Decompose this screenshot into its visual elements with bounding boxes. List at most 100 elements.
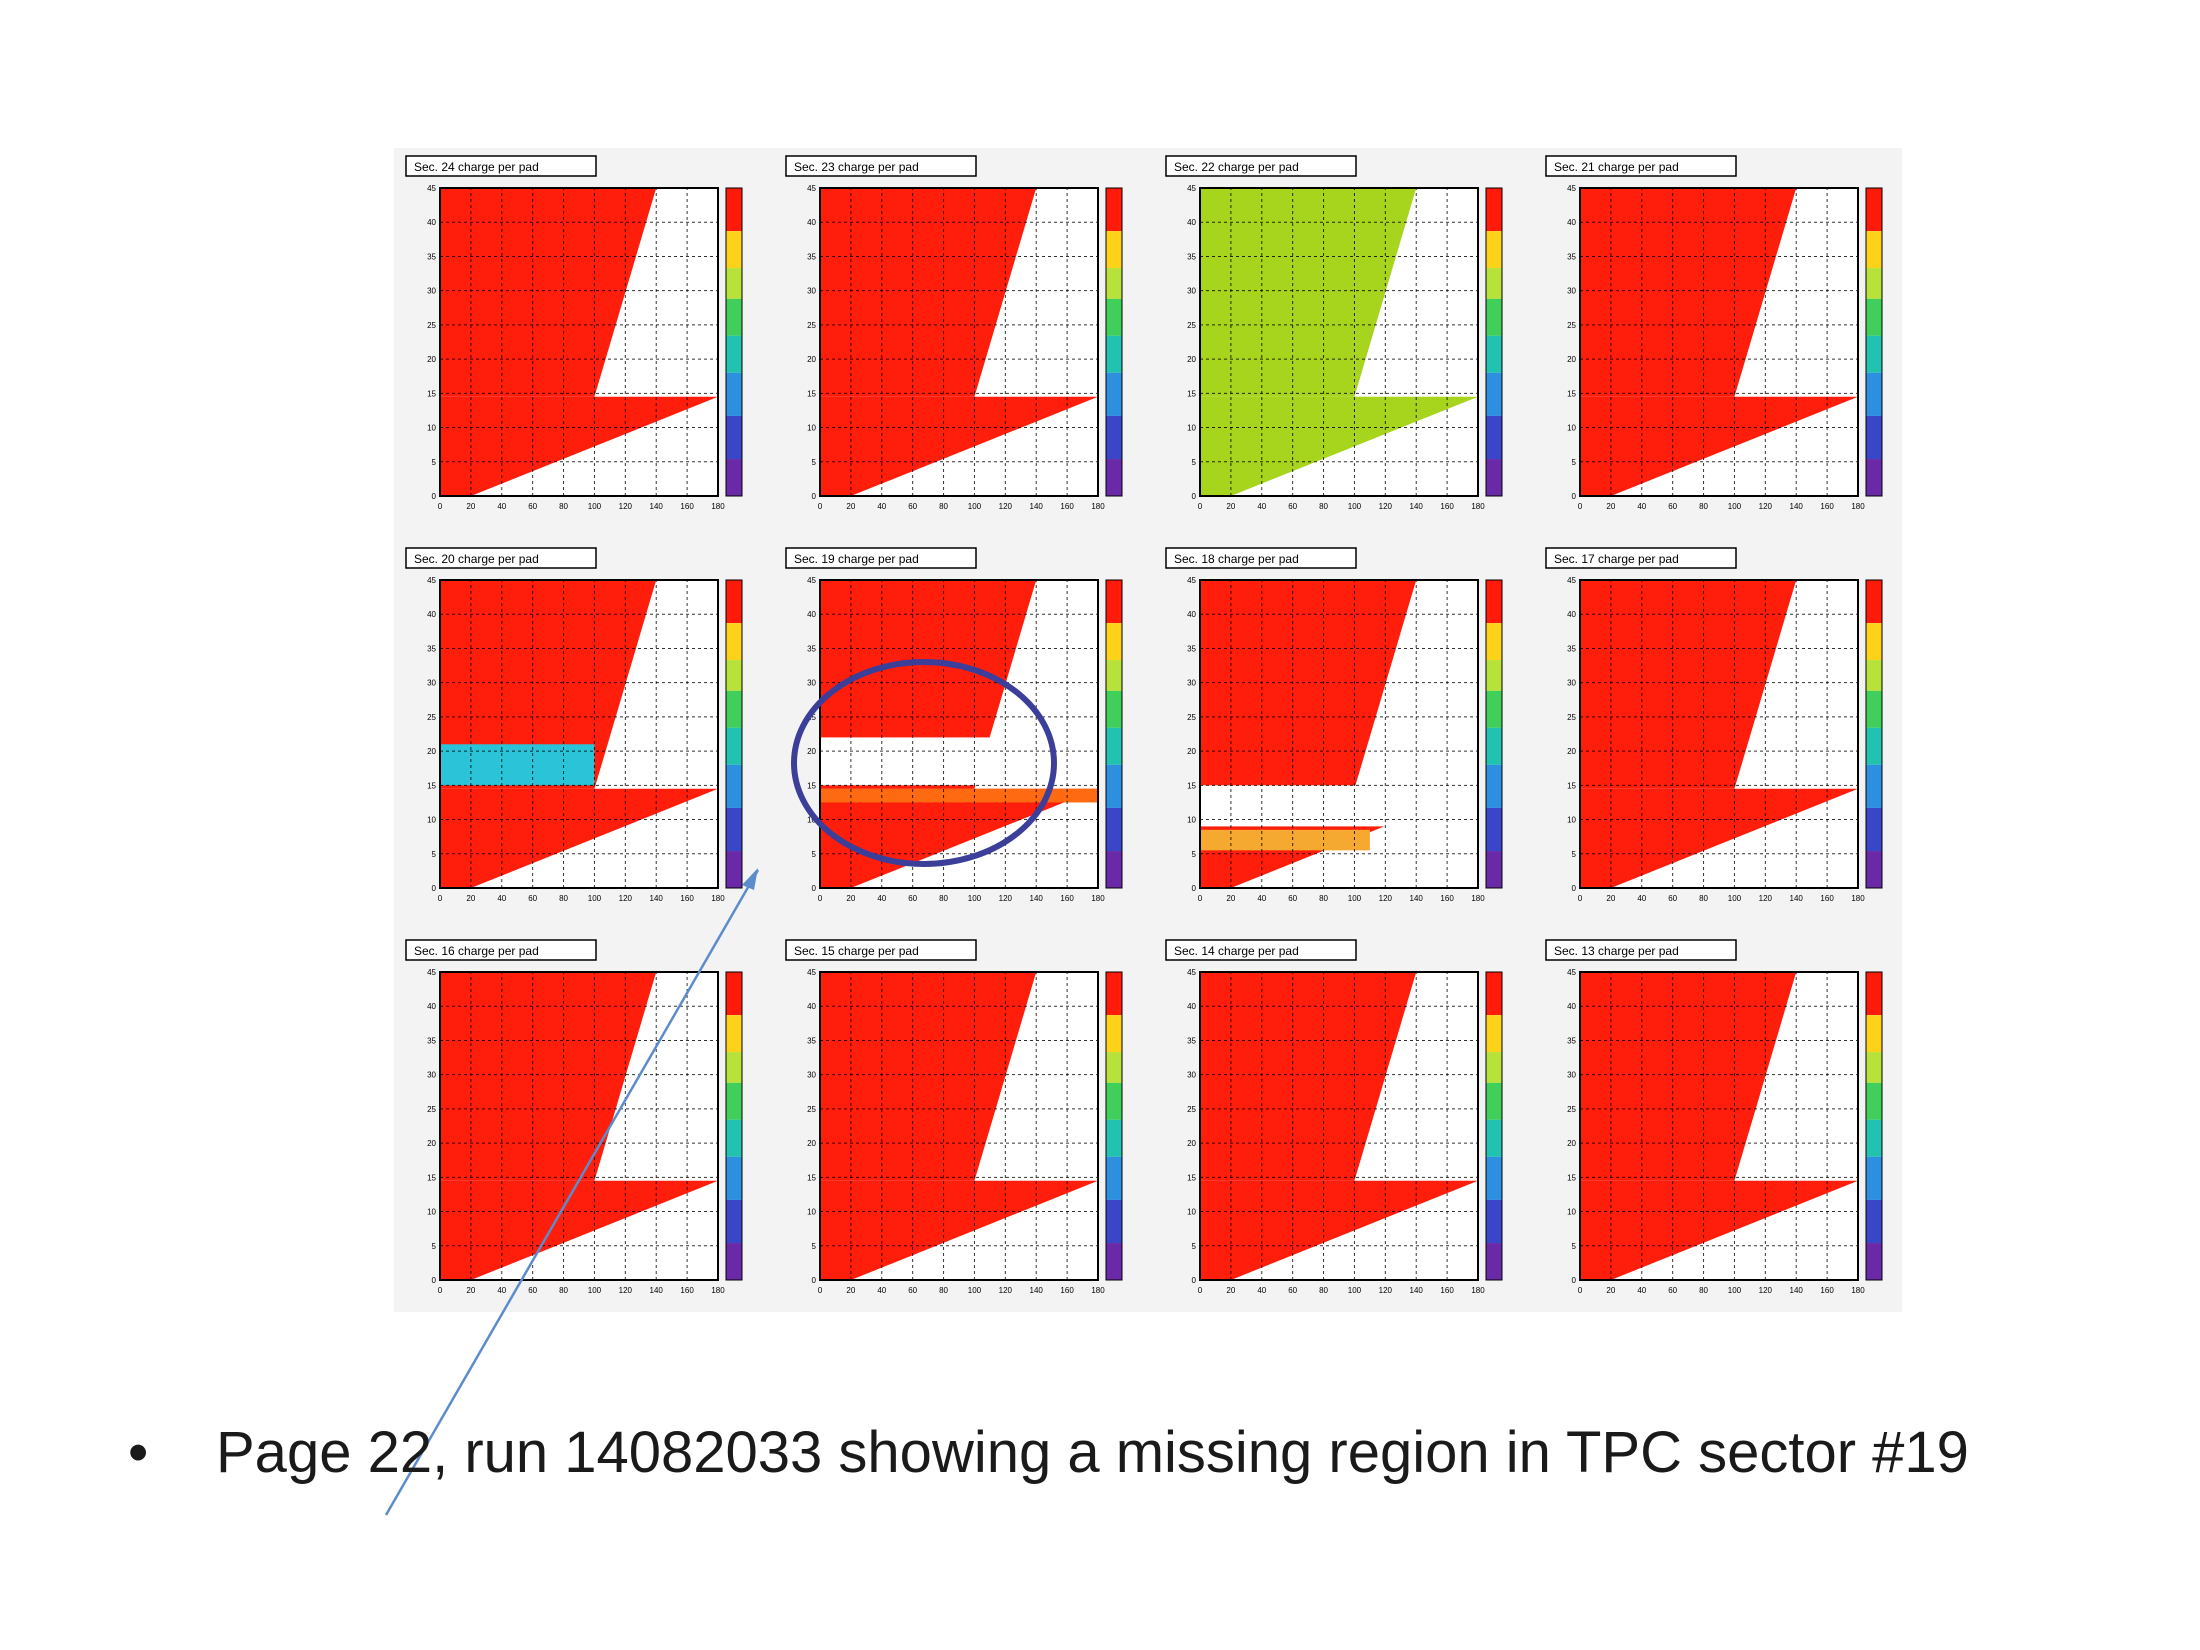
- colorbar-segment: [1866, 1243, 1882, 1280]
- colorbar-segment: [1866, 1015, 1882, 1053]
- colorbar-frame: [1865, 187, 1883, 497]
- y-tick-label: 10: [1187, 1208, 1196, 1217]
- colorbar-segment: [1866, 459, 1882, 496]
- colorbar-frame: [1485, 971, 1503, 1281]
- colorbar-segment: [1106, 851, 1122, 888]
- y-tick-label: 15: [427, 781, 436, 790]
- colorbar-segment: [1106, 660, 1122, 691]
- colorbar-frame: [1105, 971, 1123, 1281]
- x-tick-label: 140: [1030, 1286, 1044, 1295]
- y-tick-label: 35: [1187, 644, 1196, 653]
- y-tick-label: 10: [1567, 816, 1576, 825]
- y-tick-label: 0: [432, 884, 437, 893]
- inner-sector-region: [1580, 788, 1858, 888]
- x-tick-label: 160: [1060, 1286, 1074, 1295]
- x-tick-label: 180: [711, 894, 725, 903]
- y-tick-label: 35: [1567, 1036, 1576, 1045]
- colorbar-segment: [1486, 1119, 1502, 1157]
- colorbar-segment: [726, 298, 742, 336]
- x-tick-label: 140: [650, 894, 664, 903]
- colorbar-segment: [1486, 415, 1502, 460]
- x-tick-label: 60: [908, 1286, 917, 1295]
- colorbar-segment: [1106, 1015, 1122, 1053]
- colorbar-segment: [1866, 231, 1882, 269]
- y-tick-label: 20: [1567, 355, 1576, 364]
- y-tick-label: 20: [427, 1139, 436, 1148]
- x-tick-label: 0: [1578, 502, 1583, 511]
- outer-sector-region: [1200, 972, 1417, 1181]
- x-tick-label: 100: [1348, 894, 1362, 903]
- colorbar-segment: [726, 1199, 742, 1244]
- panel-title: Sec. 24 charge per pad: [414, 160, 539, 174]
- colorbar-segment: [1106, 972, 1122, 1016]
- colorbar-segment: [1106, 188, 1122, 232]
- x-tick-label: 120: [619, 1286, 633, 1295]
- x-tick-label: 60: [1668, 1286, 1677, 1295]
- y-tick-label: 25: [1187, 713, 1196, 722]
- colorbar-segment: [1486, 764, 1502, 808]
- x-tick-label: 0: [818, 1286, 823, 1295]
- x-tick-label: 80: [1319, 502, 1328, 511]
- y-tick-label: 0: [1192, 884, 1197, 893]
- panel-title: Sec. 20 charge per pad: [414, 552, 539, 566]
- y-tick-label: 25: [1187, 1105, 1196, 1114]
- x-tick-label: 180: [1471, 894, 1485, 903]
- y-tick-label: 45: [807, 968, 816, 977]
- x-tick-label: 60: [1668, 502, 1677, 511]
- x-tick-label: 20: [1606, 894, 1615, 903]
- x-tick-label: 180: [1851, 894, 1865, 903]
- x-tick-label: 120: [999, 1286, 1013, 1295]
- x-tick-label: 60: [528, 502, 537, 511]
- x-tick-label: 60: [908, 502, 917, 511]
- plot-border: [1199, 187, 1479, 497]
- bullet-dot: •: [128, 1420, 149, 1485]
- y-tick-label: 15: [427, 389, 436, 398]
- colorbar-segment: [1866, 1119, 1882, 1157]
- colorbar-segment: [1106, 807, 1122, 852]
- outer-sector-region: [1200, 188, 1417, 397]
- outer-sector-region: [1580, 972, 1797, 1181]
- panel-title-box: [1545, 547, 1737, 569]
- x-tick-label: 180: [1091, 894, 1105, 903]
- x-tick-label: 60: [908, 894, 917, 903]
- colorbar-segment: [1486, 851, 1502, 888]
- y-tick-label: 45: [427, 576, 436, 585]
- colorbar-frame: [1105, 187, 1123, 497]
- x-tick-label: 40: [1257, 1286, 1266, 1295]
- x-tick-label: 140: [1030, 502, 1044, 511]
- colorbar-segment: [726, 231, 742, 269]
- panel-title: Sec. 18 charge per pad: [1174, 552, 1299, 566]
- x-tick-label: 140: [1030, 894, 1044, 903]
- y-tick-label: 35: [427, 644, 436, 653]
- y-tick-label: 0: [1192, 1276, 1197, 1285]
- colorbar-segment: [1106, 268, 1122, 299]
- x-tick-label: 80: [559, 894, 568, 903]
- x-tick-label: 100: [588, 1286, 602, 1295]
- x-tick-label: 120: [1379, 502, 1393, 511]
- colorbar-segment: [1106, 298, 1122, 336]
- y-tick-label: 30: [1567, 1071, 1576, 1080]
- x-tick-label: 40: [1257, 502, 1266, 511]
- low-charge-band: [440, 744, 595, 786]
- y-tick-label: 30: [427, 679, 436, 688]
- x-tick-label: 100: [968, 894, 982, 903]
- y-tick-label: 10: [427, 1208, 436, 1217]
- y-tick-label: 25: [427, 1105, 436, 1114]
- colorbar-segment: [1866, 972, 1882, 1016]
- colorbar-segment: [726, 690, 742, 728]
- x-tick-label: 0: [818, 502, 823, 511]
- x-tick-label: 100: [1348, 1286, 1362, 1295]
- panel-title: Sec. 19 charge per pad: [794, 552, 919, 566]
- colorbar-segment: [1486, 231, 1502, 269]
- y-tick-label: 30: [1187, 287, 1196, 296]
- colorbar-segment: [1106, 372, 1122, 416]
- y-tick-label: 30: [427, 287, 436, 296]
- y-tick-label: 35: [1187, 1036, 1196, 1045]
- colorbar-segment: [726, 1015, 742, 1053]
- colorbar-segment: [1866, 580, 1882, 624]
- y-tick-label: 0: [432, 1276, 437, 1285]
- y-tick-label: 5: [812, 458, 817, 467]
- x-tick-label: 180: [1471, 502, 1485, 511]
